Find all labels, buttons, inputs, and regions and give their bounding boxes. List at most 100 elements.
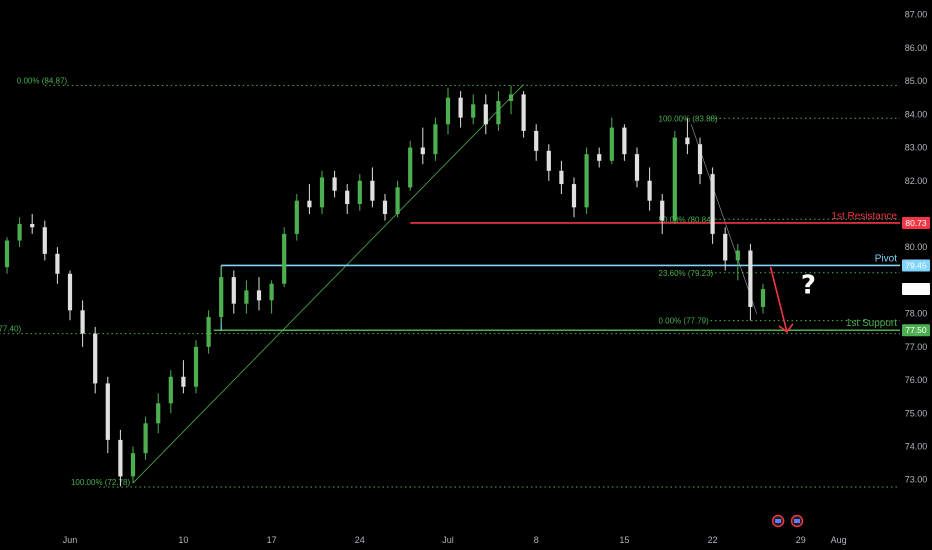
candle-body — [748, 250, 753, 307]
x-tick-label: 24 — [355, 535, 365, 545]
candle-body — [181, 376, 186, 387]
level-label: 1st Resistance — [831, 211, 897, 222]
y-tick-label: 78.00 — [905, 309, 928, 319]
candle-body — [534, 130, 539, 151]
candle-body — [735, 250, 740, 261]
candle-body — [508, 94, 514, 102]
y-tick-label: 75.00 — [905, 408, 928, 418]
forecast-arrow-head — [778, 323, 794, 334]
candle-body — [231, 277, 236, 304]
y-tick-label: 80.00 — [905, 242, 928, 252]
x-tick-label: 29 — [796, 535, 806, 545]
candle-body — [55, 253, 60, 274]
x-tick-label: 8 — [534, 535, 539, 545]
level-label: 1st Support — [846, 318, 897, 329]
candle-body — [256, 290, 262, 301]
candle-body — [546, 150, 551, 171]
candle-body — [319, 177, 325, 208]
y-tick-label: 87.00 — [905, 10, 928, 20]
candle-body — [710, 174, 715, 234]
candle-body — [723, 233, 728, 261]
y-tick-label: 77.00 — [905, 342, 928, 352]
candle-body — [118, 439, 123, 477]
price-tag-text: 80.73 — [905, 218, 927, 228]
axes-layer: 80.73 79.45 77.50 78.74 73.00 74.00 75.00 76.00… — [63, 10, 930, 545]
question-mark: ? — [801, 271, 816, 301]
y-tick-label: 86.00 — [905, 43, 928, 53]
candle-body — [93, 333, 98, 384]
candle-body — [382, 200, 388, 214]
fib-label: 50.00% (80.84) — [659, 215, 714, 224]
event-flag-icon — [794, 519, 801, 523]
candle-body — [370, 180, 375, 201]
fib-label: 0.00% (84.87) — [17, 76, 68, 85]
candle-body — [647, 180, 652, 201]
candle-body — [622, 127, 627, 155]
candle-body — [584, 154, 589, 208]
x-tick-label: 15 — [619, 535, 629, 545]
price-tag — [902, 324, 930, 337]
candle-body — [282, 233, 287, 284]
x-tick-label: 22 — [708, 535, 718, 545]
candle-body — [219, 277, 224, 317]
y-tick-label: 74.00 — [905, 442, 928, 452]
forecast-arrow — [769, 266, 788, 333]
candle-body — [420, 147, 425, 155]
event-flag-icon — [775, 519, 782, 523]
fib-label: 100.00% (72.78) — [71, 478, 130, 487]
candles-layer — [4, 85, 766, 487]
candle-body — [345, 190, 350, 205]
x-tick-label: 10 — [178, 535, 188, 545]
candle-body — [445, 97, 451, 125]
candle-body — [660, 200, 665, 221]
y-tick-label: 82.00 — [905, 176, 928, 186]
candle-body — [597, 154, 602, 161]
fib-label: 61.80% (77.40) — [0, 325, 21, 334]
candle-body — [294, 200, 299, 234]
candle-body — [193, 346, 199, 387]
price-tag — [902, 259, 930, 272]
candle-body — [697, 144, 703, 175]
y-tick-label: 84.00 — [905, 109, 928, 119]
x-tick-label: Aug — [831, 535, 847, 545]
x-tick-label: 17 — [267, 535, 277, 545]
candle-body — [80, 310, 85, 334]
fib-label: 100.00% (83.88) — [659, 114, 718, 123]
candle-body — [672, 137, 677, 221]
candle-body — [307, 200, 312, 208]
price-tag-text: 79.45 — [905, 260, 927, 270]
current-price-tag-text: 78.74 — [905, 284, 927, 294]
candle-body — [269, 283, 274, 301]
y-tick-label: 73.00 — [905, 475, 928, 485]
price-tag — [902, 216, 930, 229]
y-tick-label: 76.00 — [905, 375, 928, 385]
candle-body — [685, 137, 690, 145]
candle-body — [332, 177, 337, 191]
y-tick-label: 85.00 — [905, 76, 928, 86]
candle-body — [67, 273, 73, 311]
candle-body — [357, 180, 362, 205]
candle-body — [168, 376, 173, 404]
fib-label: 23.60% (79.23) — [659, 269, 714, 278]
candle-body — [634, 154, 640, 181]
candle-body — [471, 104, 476, 118]
candle-body — [395, 187, 400, 214]
candle-body — [433, 124, 438, 155]
candle-body — [206, 316, 211, 347]
x-tick-label: Jun — [63, 535, 78, 545]
candle-body — [496, 101, 501, 125]
candle-body — [483, 104, 488, 125]
candle-body — [30, 223, 35, 228]
candle-body — [408, 147, 413, 188]
fib-label: 0.00% (77.79) — [659, 317, 710, 326]
candle-body — [105, 383, 110, 440]
candle-body — [458, 97, 463, 118]
candle-body — [42, 227, 47, 254]
candle-body — [4, 240, 10, 268]
fib-grid-layer: 0.00% (84.87) 61.80% (77.40) 100.00% (72.7… — [0, 76, 900, 488]
y-tick-label: 83.00 — [905, 143, 928, 153]
levels-layer: 1st Resistance Pivot 1st Support — [213, 211, 900, 332]
candle-body — [571, 184, 577, 208]
candle-body — [760, 289, 766, 307]
